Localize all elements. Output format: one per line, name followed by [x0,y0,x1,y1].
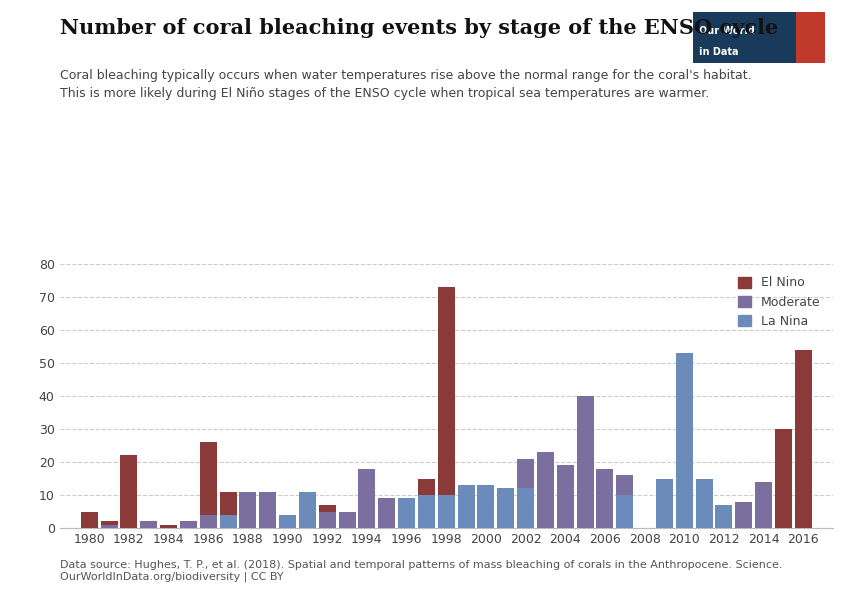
Bar [676,353,693,528]
Bar [299,502,316,528]
Bar [100,521,117,528]
Bar [200,442,217,528]
Bar [299,492,316,528]
Bar [695,479,712,528]
Bar [656,479,673,528]
Bar [755,482,772,528]
Bar [716,505,733,528]
Bar [279,515,296,528]
Bar [616,495,633,528]
Bar [319,511,336,528]
Bar [219,515,236,528]
Bar [121,455,138,528]
Bar [338,511,355,528]
Text: Data source: Hughes, T. P., et al. (2018). Spatial and temporal patterns of mass: Data source: Hughes, T. P., et al. (2018… [60,560,782,582]
Text: in Data: in Data [700,47,739,56]
Bar [517,488,534,528]
Bar [478,485,495,528]
Bar [200,515,217,528]
Bar [576,396,593,528]
Bar [517,458,534,528]
Bar [140,521,157,528]
Text: Number of coral bleaching events by stage of the ENSO cycle: Number of coral bleaching events by stag… [60,18,778,38]
Bar [557,466,574,528]
Bar [497,488,514,528]
Bar [716,505,733,528]
Bar [180,521,197,528]
Legend: El Nino, Moderate, La Nina: El Nino, Moderate, La Nina [732,270,827,334]
Bar [775,429,792,528]
Bar [160,524,177,528]
Bar [219,492,236,528]
Bar [438,495,455,528]
Text: Coral bleaching typically occurs when water temperatures rise above the normal r: Coral bleaching typically occurs when wa… [60,69,751,100]
Bar [537,452,554,528]
Bar [319,505,336,528]
Bar [418,479,435,528]
Bar [378,498,395,528]
Bar [418,495,435,528]
Bar [597,469,614,528]
Bar [735,502,752,528]
Bar [359,502,376,528]
Bar [240,492,257,528]
Bar [656,482,673,528]
Bar [457,485,474,528]
Bar [180,524,197,528]
Bar [616,475,633,528]
FancyBboxPatch shape [693,12,796,63]
Bar [795,350,812,528]
Bar [100,524,117,528]
FancyBboxPatch shape [796,12,824,63]
Bar [259,492,276,528]
Bar [359,469,376,528]
Bar [81,511,98,528]
Bar [438,287,455,528]
Bar [398,498,415,528]
Text: Our World: Our World [700,26,755,36]
